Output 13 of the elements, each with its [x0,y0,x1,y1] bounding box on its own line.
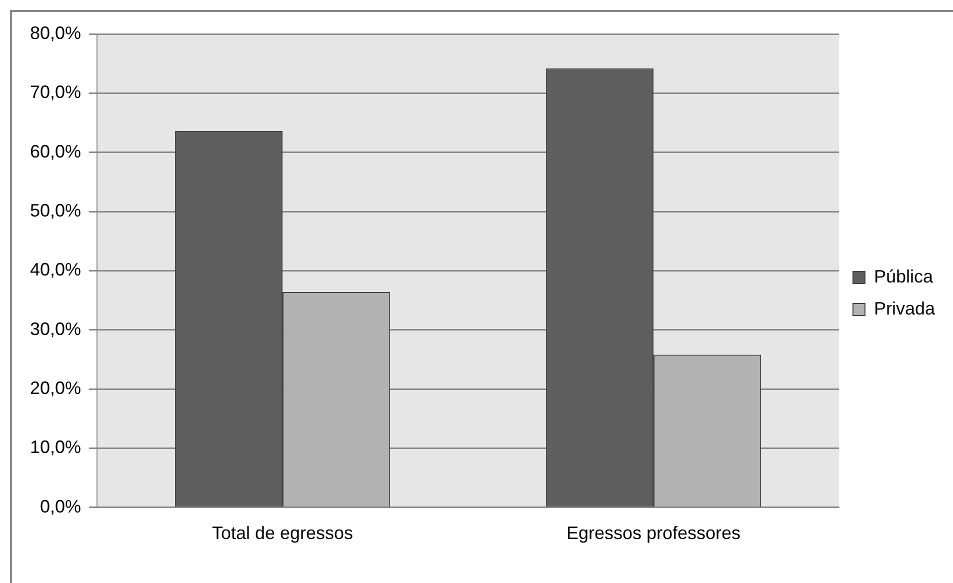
y-tick-label: 50,0% [30,200,82,220]
legend-label: Pública [874,266,934,286]
y-tick-label: 20,0% [30,378,82,398]
y-tick-label: 0,0% [40,496,82,516]
y-tick-label: 80,0% [30,22,82,43]
legend-label: Privada [874,298,936,318]
y-tick-label: 60,0% [30,141,82,162]
y-tick-label: 30,0% [30,318,82,339]
x-tick-label: Total de egressos [212,523,354,544]
x-tick-label: Egressos professores [566,523,741,544]
y-tick-label: 40,0% [30,260,82,280]
y-tick-label: 70,0% [30,82,82,102]
y-tick-label: 10,0% [30,437,82,458]
